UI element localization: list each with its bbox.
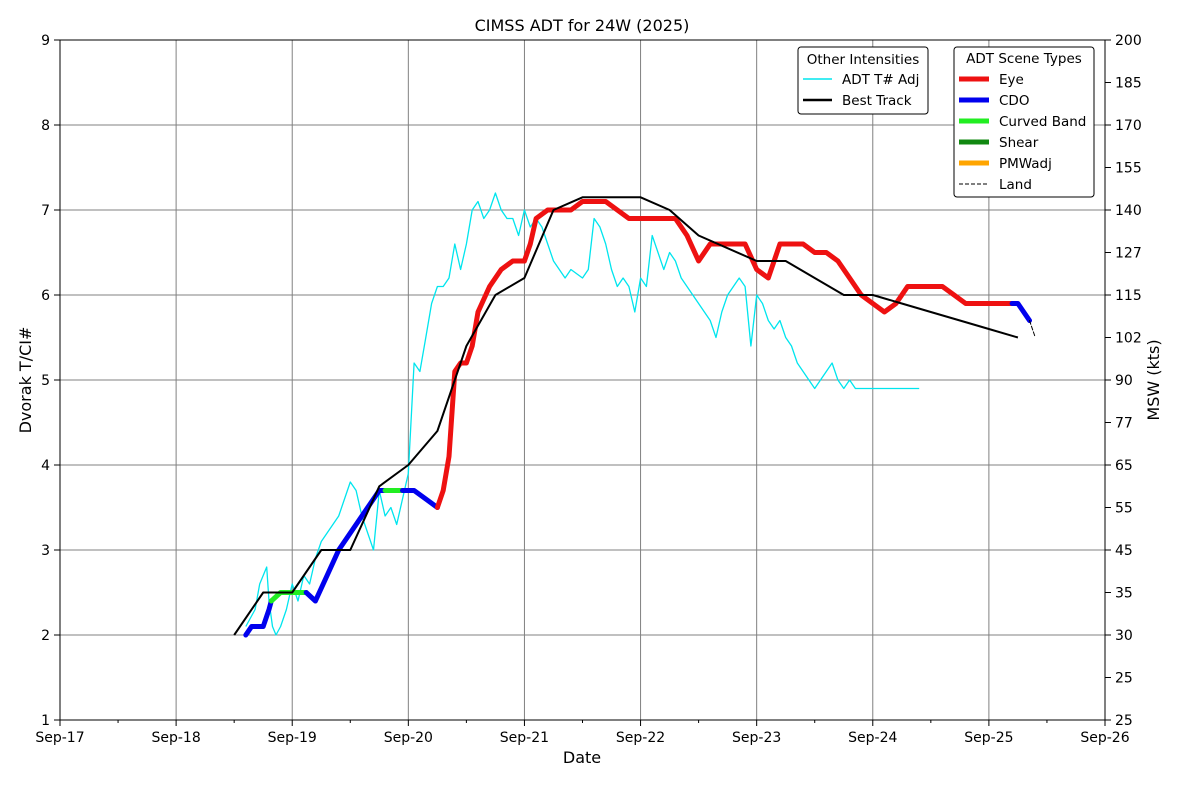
x-tick-label: Sep-21 [500, 730, 549, 746]
right-tick-label: 30 [1115, 628, 1133, 644]
legend-adt-label: ADT T# Adj [842, 72, 919, 88]
legend-other-intensities: Other Intensities ADT T# Adj Best Track [797, 46, 929, 115]
x-tick-label: Sep-24 [848, 730, 897, 746]
legend-scene-title: ADT Scene Types [966, 51, 1082, 67]
y-axis-label: Dvorak T/CI# [16, 327, 35, 434]
legend-land-label: Land [999, 177, 1032, 193]
right-tick-label: 102 [1115, 331, 1142, 347]
series-adt-tadj [245, 192, 920, 636]
legend-other-title: Other Intensities [807, 52, 919, 68]
y-tick-label: 2 [41, 628, 50, 644]
x-tick-label: Sep-18 [151, 730, 200, 746]
right-tick-label: 35 [1115, 586, 1133, 602]
legend-eye-label: Eye [999, 72, 1024, 88]
right-axis-label: MSW (kts) [1144, 339, 1163, 420]
right-tick-label: 185 [1115, 76, 1142, 92]
right-tick-label: 55 [1115, 501, 1133, 517]
y-tick-label: 5 [41, 373, 50, 389]
series-scene-land [1029, 320, 1036, 338]
series-scene-cdo [400, 488, 440, 510]
legend-scene-types: ADT Scene Types Eye CDO Curved Band Shea… [953, 46, 1095, 198]
series-scene-cdo [243, 598, 274, 638]
x-axis-ticks: Sep-17 Sep-18 Sep-19 Sep-20 Sep-21 Sep-22 Sep-… [35, 720, 1130, 746]
legend-cdo-label: CDO [999, 93, 1029, 109]
y-tick-label: 1 [41, 713, 50, 729]
chart-title: CIMSS ADT for 24W (2025) [475, 16, 690, 35]
y-tick-label: 3 [41, 543, 50, 559]
y-tick-label: 6 [41, 288, 50, 304]
y-tick-label: 8 [41, 118, 50, 134]
x-tick-label: Sep-23 [732, 730, 781, 746]
y-tick-label: 4 [41, 458, 50, 474]
right-axis-ticks: 25 25 30 35 45 55 65 77 90 102 115 127 140 155 170 185 2… [1105, 33, 1142, 729]
y-tick-label: 7 [41, 203, 50, 219]
series-scene-eye [434, 199, 1015, 510]
series-best-track [233, 196, 1019, 636]
right-tick-label: 90 [1115, 373, 1133, 389]
legend-curvedband-label: Curved Band [999, 114, 1086, 130]
legend-shear-label: Shear [999, 135, 1039, 151]
right-tick-label: 170 [1115, 118, 1142, 134]
series-scene-cdo [1009, 301, 1032, 323]
right-tick-label: 25 [1115, 671, 1133, 687]
right-tick-label: 77 [1115, 416, 1133, 432]
grid-lines [59, 39, 1106, 721]
right-tick-label: 25 [1115, 713, 1133, 729]
right-tick-label: 45 [1115, 543, 1133, 559]
x-tick-label: Sep-26 [1080, 730, 1129, 746]
series-layer [233, 192, 1036, 638]
x-tick-label: Sep-25 [964, 730, 1013, 746]
right-tick-label: 127 [1115, 246, 1142, 262]
legend-besttrack-label: Best Track [842, 93, 912, 109]
y-axis-ticks: 1 2 3 4 5 6 7 8 9 [41, 33, 60, 729]
x-tick-label: Sep-20 [384, 730, 433, 746]
right-tick-label: 65 [1115, 458, 1133, 474]
x-tick-label: Sep-19 [268, 730, 317, 746]
x-axis-label: Date [563, 748, 601, 767]
right-tick-label: 155 [1115, 161, 1142, 177]
right-tick-label: 140 [1115, 203, 1142, 219]
x-tick-label: Sep-17 [35, 730, 84, 746]
right-tick-label: 200 [1115, 33, 1142, 49]
legend-pmwadj-label: PMWadj [999, 156, 1052, 172]
x-tick-label: Sep-22 [616, 730, 665, 746]
y-tick-label: 9 [41, 33, 50, 49]
series-scene-cdo [303, 488, 388, 604]
right-tick-label: 115 [1115, 288, 1142, 304]
